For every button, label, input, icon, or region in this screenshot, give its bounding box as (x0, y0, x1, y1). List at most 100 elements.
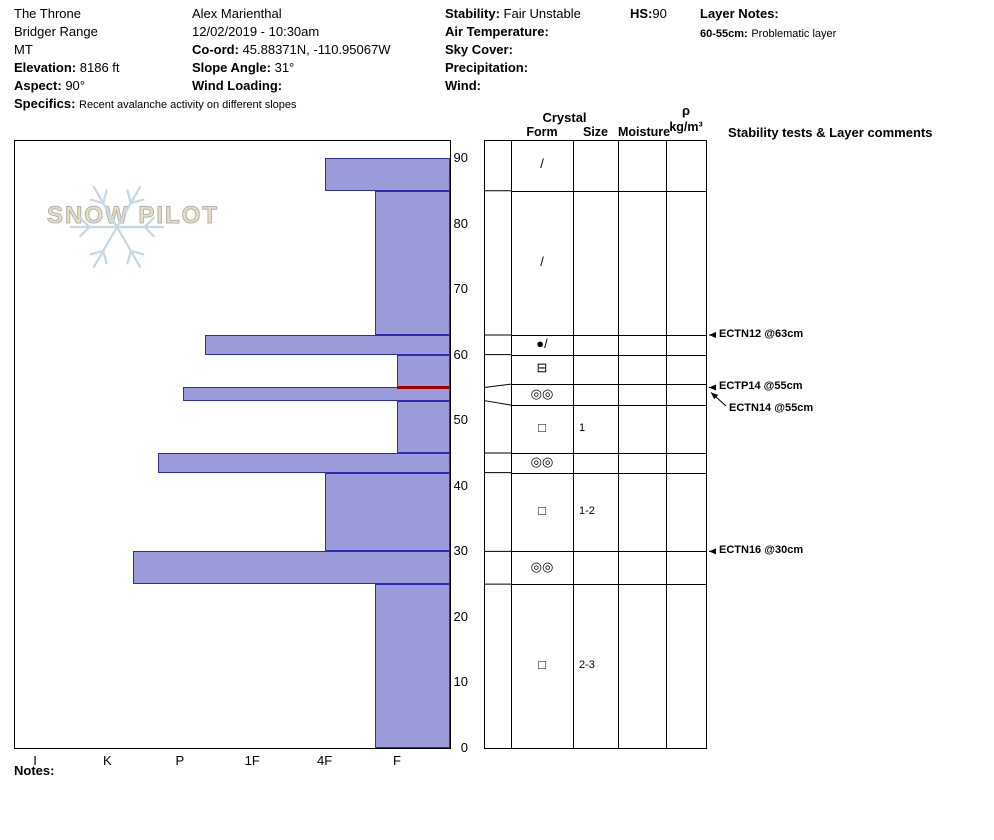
stability-line: Stability: Fair Unstable (445, 6, 581, 21)
depth-tick-label: 40 (453, 477, 468, 493)
observer-name: Alex Marienthal (192, 6, 282, 21)
table-row-line (511, 405, 706, 406)
crystal-form-symbol: ◎◎ (530, 453, 554, 469)
density-units-header: kg/m³ (669, 120, 703, 134)
table-row-line (511, 191, 706, 192)
wind-line: Wind: (445, 78, 481, 93)
hardness-tick-label: F (393, 753, 401, 768)
depth-tick-label: 60 (453, 346, 468, 362)
stability-test-label: ECTN14 @55cm (729, 402, 814, 415)
comments-header: Stability tests & Layer comments (728, 125, 933, 140)
crystal-form-symbol: ◎◎ (530, 558, 554, 574)
layer-bar (397, 400, 450, 453)
layer-notes-label: Layer Notes: (700, 6, 779, 21)
depth-tick-label: 10 (453, 674, 468, 690)
elevation-value: 8186 ft (79, 60, 120, 75)
layer-bar (132, 551, 450, 585)
hs-line: HS:90 (630, 6, 667, 21)
stability-test-label: ECTP14 @55cm (719, 380, 803, 393)
table-row-line (511, 384, 706, 385)
slope-angle-line: Slope Angle: 31° (192, 60, 294, 75)
elevation-line: Elevation: 8186 ft (14, 60, 120, 75)
stability-label: Stability: (445, 6, 500, 21)
crystal-size-value: 1 (579, 422, 586, 435)
hs-label: HS: (630, 6, 653, 21)
graph-frame (14, 140, 451, 749)
coordinates-label: Co-ord: (192, 42, 239, 57)
slope-angle-label: Slope Angle: (192, 60, 271, 75)
stability-test-label: ECTN12 @63cm (719, 328, 804, 340)
hardness-tick-label: 1F (244, 753, 260, 768)
air-temperature-label: Air Temperature: (445, 24, 549, 39)
coordinates-line: Co-ord: 45.88371N, -110.95067W (192, 42, 390, 57)
aspect-value: 90° (65, 78, 85, 93)
crystal-form-symbol: ◎◎ (530, 385, 554, 401)
table-row-line (511, 335, 706, 336)
test-arrow (710, 392, 727, 407)
wind-loading-label: Wind Loading: (192, 78, 283, 93)
depth-tick-label: 90 (453, 150, 468, 165)
table-row-line (511, 584, 706, 585)
layer-bar (375, 190, 450, 335)
density-symbol-header: ρ (681, 103, 691, 118)
specifics-value: Recent avalanche activity on different s… (79, 99, 297, 111)
observation-datetime: 12/02/2019 - 10:30am (192, 24, 320, 39)
stability-value: Fair Unstable (503, 6, 581, 21)
crystal-form-symbol: / (540, 253, 544, 269)
snowpilot-logo-text: SNOW PILOT (47, 202, 219, 230)
aspect-label: Aspect: (14, 78, 62, 93)
crystal-table-frame (484, 140, 707, 749)
hardness-tick-label: I (33, 753, 37, 768)
table-row-line (511, 551, 706, 552)
table-divider-moisture-density (666, 140, 667, 749)
depth-tick-label: 80 (453, 215, 468, 231)
form-header: Form (526, 125, 558, 139)
elevation-label: Elevation: (14, 60, 77, 75)
layer-bar (375, 584, 450, 748)
site-name: The Throne (14, 6, 81, 21)
slope-angle-value: 31° (274, 60, 295, 75)
layer-note-entry: 60-55cm: Problematic layer (700, 25, 836, 40)
precipitation-label: Precipitation: (445, 60, 529, 75)
sky-cover-line: Sky Cover: (445, 42, 513, 57)
layer-bar (158, 453, 450, 473)
crystal-form-symbol: □ (538, 420, 546, 436)
crystal-size-value: 1-2 (579, 505, 595, 517)
layer-bar (324, 158, 450, 191)
table-row-line (511, 473, 706, 474)
table-divider-fan (511, 140, 512, 749)
table-divider-form-size (573, 140, 574, 749)
table-row-line (511, 453, 706, 454)
specifics-label: Specifics: (14, 96, 76, 111)
coordinates-value: 45.88371N, -110.95067W (242, 42, 391, 57)
sky-cover-label: Sky Cover: (445, 42, 513, 57)
table-row-line (511, 355, 706, 356)
specifics-line: Specifics: Recent avalanche activity on … (14, 96, 297, 111)
table-divider-size-moisture (618, 140, 619, 749)
crystal-form-symbol: □ (538, 503, 546, 518)
layer-notes-title: Layer Notes: (700, 6, 779, 21)
crystal-header: Crystal (542, 110, 587, 125)
depth-tick-label: 30 (453, 543, 468, 559)
hardness-tick-label: 4F (317, 753, 333, 768)
hardness-tick-label: P (175, 753, 185, 768)
stability-test-label: ECTN16 @30cm (719, 544, 804, 557)
layer-note-text: Problematic layer (751, 28, 837, 40)
aspect-line: Aspect: 90° (14, 78, 85, 93)
hardness-tick-label: K (103, 753, 112, 768)
depth-tick-label: 50 (453, 412, 468, 428)
notes-label: Notes: (14, 763, 55, 778)
air-temperature-line: Air Temperature: (445, 24, 549, 39)
crystal-form-symbol: ⊟ (536, 360, 548, 376)
crystal-form-symbol: □ (538, 657, 546, 673)
depth-tick-label: 20 (453, 608, 468, 624)
layer-bar (324, 472, 450, 552)
layer-bar (183, 387, 450, 401)
site-range: Bridger Range (14, 24, 98, 39)
layer-bar (397, 354, 450, 388)
depth-tick-label: 0 (460, 740, 468, 755)
crystal-size-value: 2-3 (579, 659, 595, 672)
wind-label: Wind: (445, 78, 481, 93)
size-header: Size (582, 125, 608, 139)
